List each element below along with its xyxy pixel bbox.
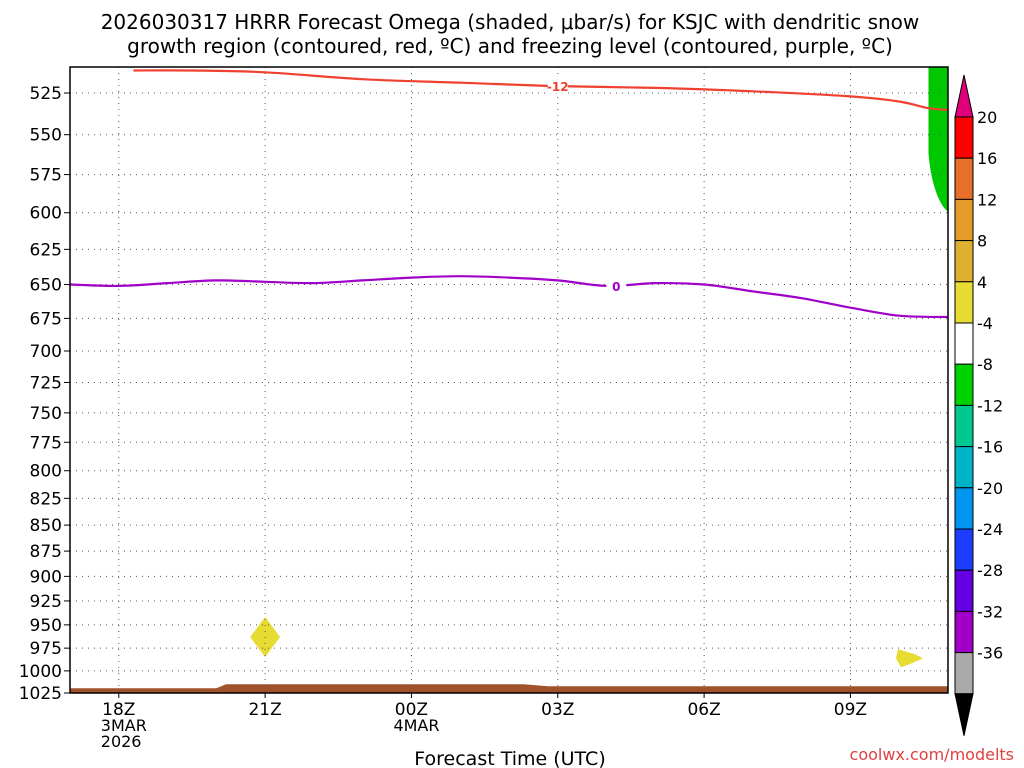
contour-freezing-level [70,275,948,319]
y-tick-label-6: 675 [30,309,62,329]
y-tick-label-9: 750 [30,404,62,424]
x-tick-label-0-2: 2026 [101,732,142,751]
x-tick-label-1-0: 21Z [248,700,281,720]
y-tick-label-4: 625 [30,240,62,260]
omega-colorbar: 20 16 12 8 4 -4 -8 -12 -16 -20 -24 -28 -32 -36 [954,74,1003,736]
colorbar-bottom-extension [954,693,974,736]
x-tick-label-5-0: 09Z [834,700,867,720]
source-credit: coolwx.com/modelts [850,745,1014,764]
y-tick-label-10: 775 [30,433,62,453]
y-tick-label-1: 550 [30,126,62,146]
contour-label-0: -12 [547,80,569,94]
x-tick-label-0-1: 3MAR [101,716,147,735]
colorbar-swatch-13 [954,652,974,695]
y-tick-label-16: 925 [30,592,62,612]
colorbar-swatch-5 [954,322,974,365]
colorbar-label-7: -12 [977,396,1003,415]
chart-title-line-1: 2026030317 HRRR Forecast Omega (shaded, … [101,10,920,34]
colorbar-swatch-11 [954,569,974,612]
y-tick-label-0: 525 [30,84,62,104]
colorbar-swatch-12 [954,610,974,654]
plot-content: -12 0 [70,67,948,693]
y-tick-label-5: 650 [30,276,62,296]
colorbar-label-13: -36 [977,644,1003,663]
colorbar-label-4: 4 [977,273,987,292]
shaded-region-3 [70,684,948,693]
colorbar-label-12: -32 [977,602,1003,621]
colorbar-swatch-2 [954,198,974,242]
y-tick-label-20: 1025 [19,684,62,704]
y-tick-label-12: 825 [30,489,62,509]
colorbar-swatch-6 [954,363,974,406]
contour-label-bg-1 [606,278,627,293]
colorbar-label-1: 16 [977,149,997,168]
y-tick-label-17: 950 [30,616,62,636]
contour-label-1: 0 [612,280,620,294]
shaded-region-2 [895,649,923,668]
shaded-region-0 [928,67,948,212]
colorbar-swatch-0 [954,116,974,159]
colorbar-label-11: -28 [977,561,1003,580]
y-tick-label-13: 850 [30,516,62,536]
colorbar-label-5: -4 [977,314,993,333]
colorbar-label-9: -20 [977,479,1003,498]
colorbar-swatch-10 [954,528,974,571]
y-tick-label-15: 900 [30,567,62,587]
contour-dendritic-growth-level [133,69,948,111]
x-tick-label-3-0: 03Z [541,700,574,720]
colorbar-swatch-3 [954,240,974,283]
colorbar-label-2: 12 [977,190,997,209]
plot-frame [69,66,949,694]
x-tick-label-4-0: 06Z [687,700,720,720]
colorbar-label-10: -24 [977,520,1003,539]
colorbar-swatch-1 [954,157,974,200]
colorbar-swatch-7 [954,404,974,448]
y-tick-label-19: 1000 [19,662,62,682]
plot-area: -12 0 [69,66,949,694]
y-tick-label-2: 575 [30,166,62,186]
y-tick-label-3: 600 [30,204,62,224]
colorbar-label-3: 8 [977,232,987,251]
colorbar-swatch-8 [954,446,974,489]
chart-title-line-2: growth region (contoured, red, ºC) and f… [127,34,893,58]
contour-label-bg-0 [547,79,568,94]
colorbar-top-extension [954,74,974,118]
colorbar-swatch-9 [954,487,974,530]
y-tick-label-8: 725 [30,373,62,393]
y-tick-label-18: 975 [30,639,62,659]
x-tick-label-2-1: 4MAR [393,716,439,735]
y-tick-label-7: 700 [30,342,62,362]
y-axis: 525 550 575 600 625 650 675 700 725 750 775 800 825 8… [19,84,70,704]
x-axis-label: Forecast Time (UTC) [414,748,605,768]
colorbar-label-0: 20 [977,108,997,127]
colorbar-swatch-4 [954,281,974,324]
y-tick-label-11: 800 [30,462,62,482]
colorbar-label-8: -16 [977,438,1003,457]
x-tick-label-2-0: 00Z [395,700,428,720]
y-tick-label-14: 875 [30,542,62,562]
x-tick-label-0-0: 18Z [102,700,135,720]
colorbar-label-6: -8 [977,355,993,374]
